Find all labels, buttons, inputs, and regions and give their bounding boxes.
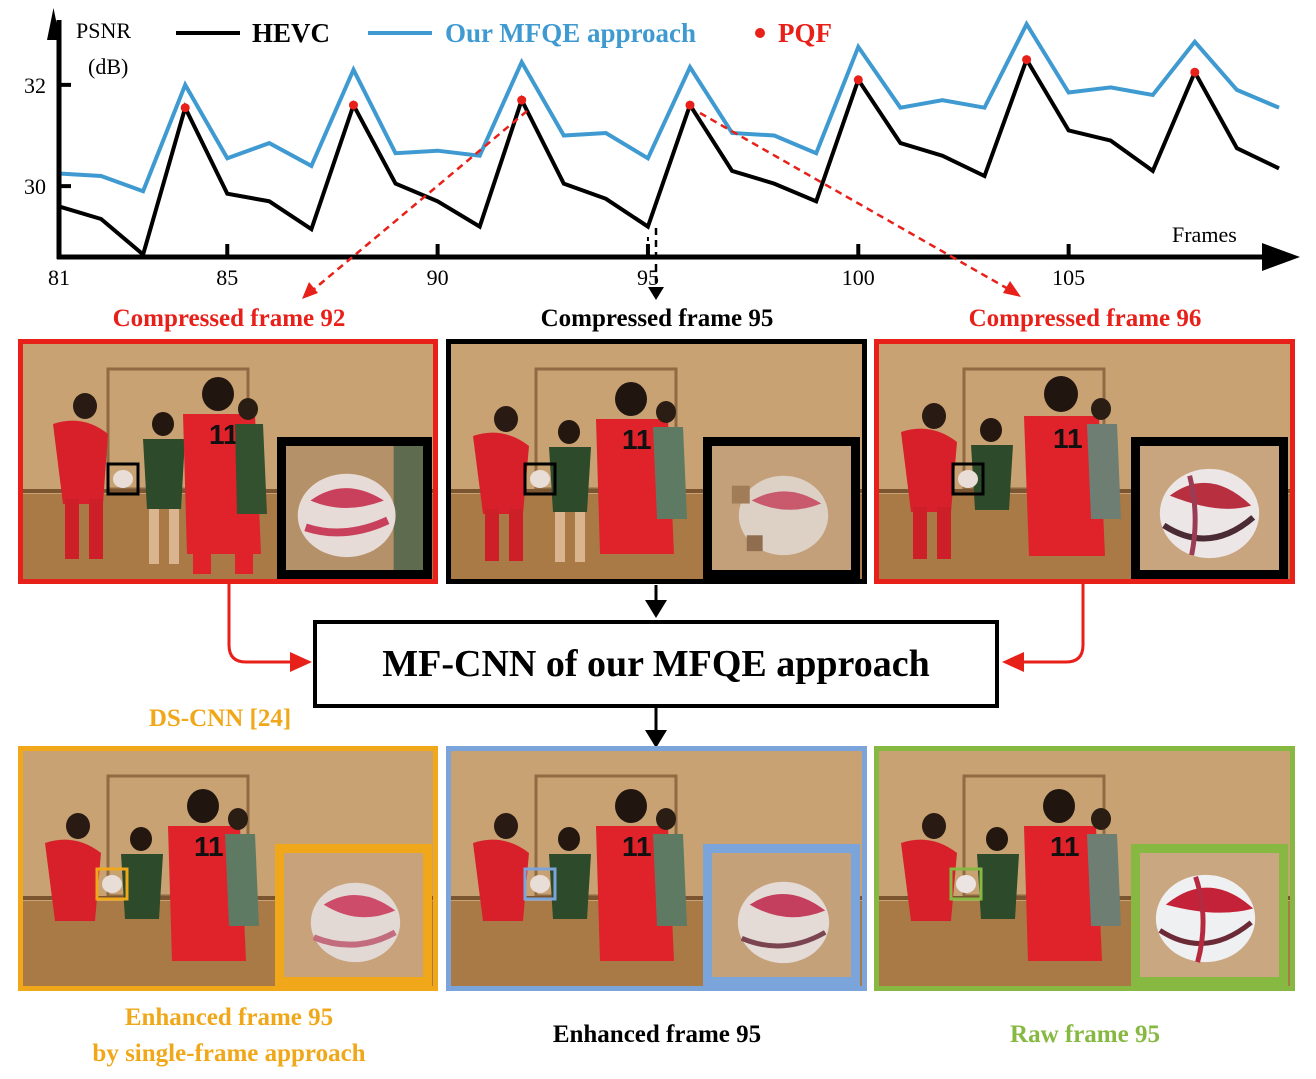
- label-raw-95: Raw frame 95: [1010, 1021, 1160, 1048]
- arrow-95-to-mfcnn-head: [645, 600, 667, 618]
- series-line-hevc: [58, 54, 1280, 259]
- pqf-point: [180, 103, 190, 113]
- arrow-92-to-mfcnn-head: [290, 652, 312, 672]
- y-tick-label: 32: [24, 73, 46, 98]
- frame-compressed-96: 11: [874, 339, 1295, 584]
- frame-enhanced-95: 11: [446, 746, 867, 991]
- zoom-inset-ds-cnn: [275, 844, 432, 986]
- svg-text:11: 11: [209, 419, 239, 450]
- label-ds-cnn-line1: Enhanced frame 95: [124, 1004, 334, 1031]
- legend-label-pqf: PQF: [778, 18, 832, 48]
- pqf-point: [685, 100, 695, 110]
- mfcnn-box: MF-CNN of our MFQE approach: [313, 620, 999, 708]
- pqf-point: [1022, 55, 1032, 65]
- x-axis-label: Frames: [1172, 222, 1237, 247]
- legend-swatch-pqf: [755, 28, 765, 38]
- legend-label-hevc: HEVC: [252, 18, 330, 48]
- series-line-mfqe: [58, 19, 1280, 194]
- svg-text:11: 11: [194, 831, 224, 862]
- ball-closeup-image: [712, 853, 851, 977]
- ball-closeup-image: [286, 446, 423, 570]
- basketball-scene-image: 11: [879, 344, 1290, 579]
- y-axis-label-line1: PSNR: [76, 18, 131, 43]
- ball-closeup-image: [1140, 446, 1279, 570]
- y-axis-label-line2: (dB): [88, 54, 128, 79]
- zoom-inset-raw: [1131, 844, 1288, 986]
- pqf-point: [853, 75, 863, 85]
- label-compressed-95: Compressed frame 95: [540, 305, 774, 332]
- label-compressed-92: Compressed frame 92: [112, 305, 346, 332]
- svg-text:11: 11: [622, 424, 652, 455]
- x-axis-arrowhead: [1262, 243, 1300, 271]
- arrow-96-to-mfcnn: [1018, 583, 1085, 664]
- svg-text:11: 11: [1050, 831, 1080, 862]
- ball-closeup-image: [712, 446, 851, 570]
- zoom-inset-92: [277, 437, 432, 579]
- x-tick-label: 90: [427, 265, 449, 290]
- pqf-point: [349, 100, 358, 110]
- zoom-inset-enhanced: [703, 844, 860, 986]
- ball-closeup-image: [1140, 853, 1279, 977]
- mfcnn-label: MF-CNN of our MFQE approach: [382, 643, 930, 685]
- y-tick-label: 30: [24, 174, 46, 199]
- pqf-point: [517, 95, 527, 105]
- frame-raw-95: 11: [874, 746, 1295, 991]
- legend-label-mfqe: Our MFQE approach: [445, 18, 696, 48]
- label-compressed-96: Compressed frame 96: [968, 305, 1202, 332]
- label-enhanced-95: Enhanced frame 95: [552, 1021, 762, 1048]
- x-tick-label: 100: [842, 265, 875, 290]
- arrow-92-to-mfcnn: [227, 583, 296, 664]
- x-tick-label: 81: [48, 265, 70, 290]
- pqf-point: [1190, 67, 1200, 77]
- psnr-chart: 81 85 90 95 100 105 30 32 PSNR (dB) Frames HEVC…: [24, 8, 1300, 290]
- zoom-inset-95: [703, 437, 860, 579]
- frame-compressed-92: 11: [18, 339, 438, 584]
- ball-closeup-image: [284, 853, 423, 977]
- label-ds-cnn-line2: by single-frame approach: [92, 1040, 366, 1067]
- svg-text:11: 11: [622, 831, 652, 862]
- x-tick-label: 95: [637, 265, 659, 290]
- zoom-inset-96: [1131, 437, 1288, 579]
- x-tick-label: 105: [1052, 265, 1085, 290]
- label-ds-cnn: DS-CNN [24]: [148, 705, 292, 732]
- arrow-96-to-mfcnn-head: [1002, 652, 1024, 672]
- frame-compressed-95: 11: [446, 339, 867, 584]
- svg-text:11: 11: [1053, 423, 1083, 454]
- x-tick-label: 85: [216, 265, 238, 290]
- frame-ds-cnn-enhanced: 11: [18, 746, 438, 991]
